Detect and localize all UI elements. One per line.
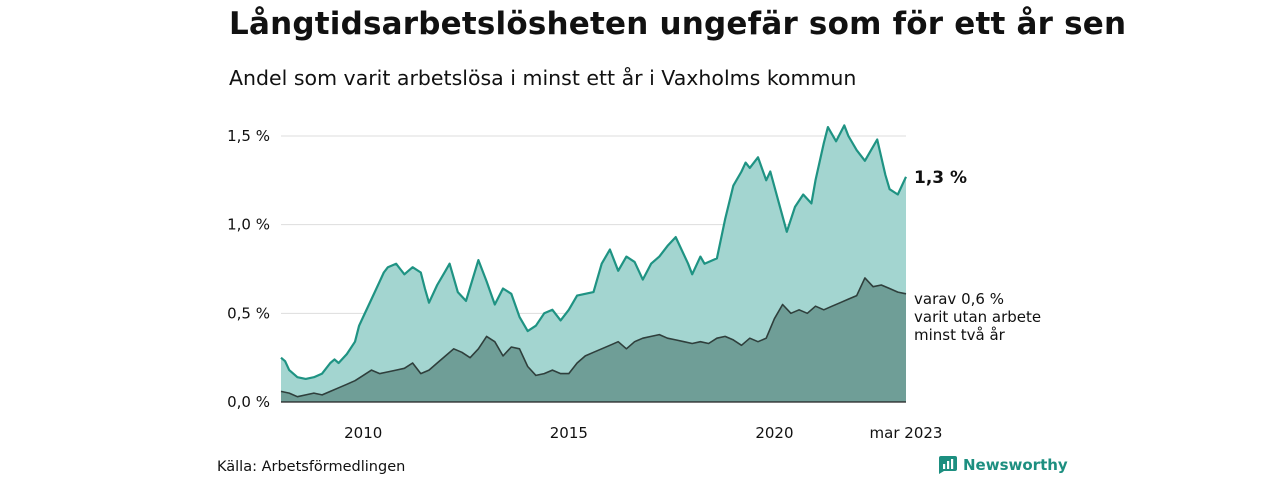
x-tick-label: mar 2023 — [870, 424, 943, 442]
subset-annotation-line: varav 0,6 % — [914, 290, 1004, 308]
total-line — [280, 124, 907, 380]
source-note: Källa: Arbetsförmedlingen — [217, 459, 406, 475]
brand-name: Newsworthy — [963, 456, 1068, 474]
end-value-label: 1,3 % — [914, 168, 967, 188]
subset-annotation-line: minst två år — [914, 326, 1006, 344]
total-area — [281, 125, 906, 403]
chart-subtitle: Andel som varit arbetslösa i minst ett å… — [229, 66, 857, 90]
subset-annotation-line: varit utan arbete — [914, 308, 1041, 326]
axis-layer: 0,0 % 0,5 % 1,0 % 1,5 % 2010 2015 2020 mar 2023 — [227, 127, 942, 442]
x-tick-label: 2015 — [550, 424, 588, 442]
x-tick-label: 2010 — [344, 424, 382, 442]
y-tick-label: 1,0 % — [227, 216, 270, 234]
y-tick-label: 0,0 % — [227, 393, 270, 411]
area-layer — [280, 124, 907, 403]
subset-area — [281, 277, 906, 402]
newsworthy-logo-icon — [939, 456, 957, 474]
x-tick-label: 2020 — [755, 424, 793, 442]
brand-logo: Newsworthy — [938, 455, 1068, 475]
chart-title: Långtidsarbetslösheten ungefär som för e… — [229, 6, 1127, 42]
subset-line — [280, 277, 907, 398]
y-tick-label: 1,5 % — [227, 127, 270, 145]
y-tick-label: 0,5 % — [227, 304, 270, 322]
